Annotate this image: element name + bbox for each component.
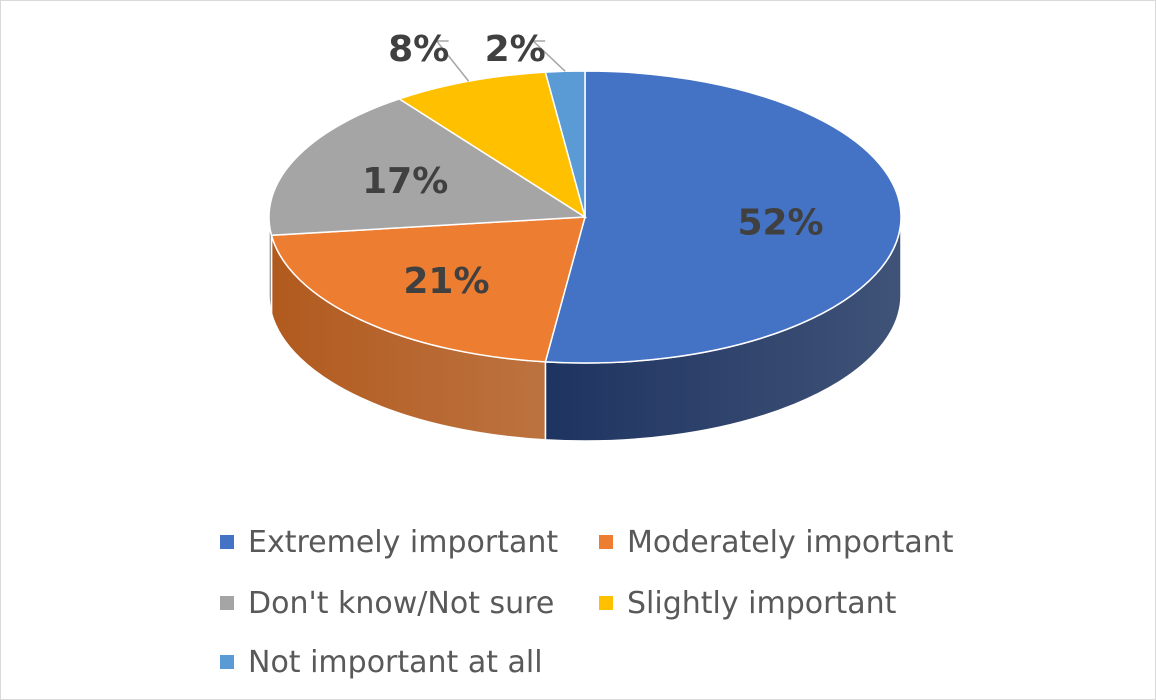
- legend-label: Not important at all: [248, 644, 543, 680]
- pie-slice-moderately-important: [270, 216, 586, 363]
- legend-item-moderately-important: Moderately important: [599, 522, 954, 562]
- data-label: 2%: [485, 29, 546, 70]
- legend-label: Slightly important: [627, 585, 897, 621]
- legend-swatch: [220, 596, 234, 610]
- data-labels: 52% 21% 17% 8% 2%: [362, 29, 824, 302]
- legend-swatch: [599, 596, 613, 610]
- legend-swatch: [220, 655, 234, 669]
- legend-label: Extremely important: [248, 524, 559, 560]
- pie-slice-don-t-know-not-sure: [268, 98, 588, 237]
- pie-slice-slightly-important: [397, 71, 587, 219]
- leader-line: [435, 40, 470, 82]
- legend-label: Moderately important: [627, 524, 954, 560]
- legend-swatch: [220, 535, 234, 549]
- legend-label: Don't know/Not sure: [248, 585, 555, 621]
- data-label: 17%: [362, 161, 448, 202]
- pie-slice-not-important-at-all: [544, 70, 586, 218]
- legend-item-not-important: Not important at all: [220, 642, 543, 682]
- data-label: 8%: [388, 29, 449, 70]
- legend-item-slightly-important: Slightly important: [599, 583, 896, 623]
- data-label: 21%: [403, 261, 489, 302]
- pie-top: [268, 70, 902, 364]
- legend-item-dont-know: Don't know/Not sure: [220, 583, 554, 623]
- data-label: 52%: [737, 203, 823, 244]
- legend-item-extremely-important: Extremely important: [220, 522, 558, 562]
- pie-slice-extremely-important: [544, 70, 902, 364]
- legend-swatch: [599, 535, 613, 549]
- leader-line: [531, 40, 566, 72]
- pie-chart: 52% 21% 17% 8% 2%: [268, 29, 902, 442]
